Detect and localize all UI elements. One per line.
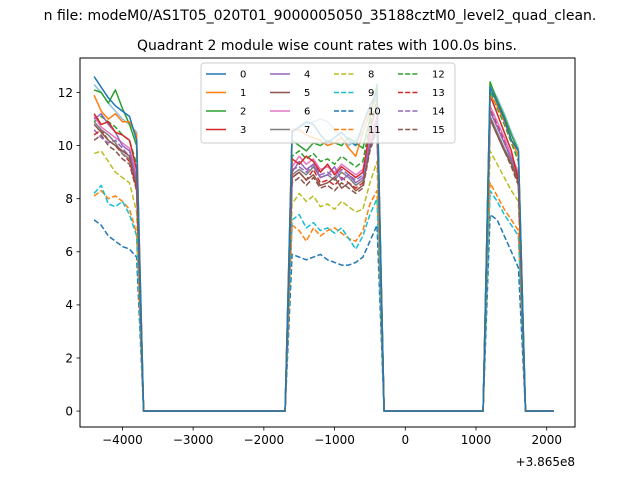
legend-label-7: 7 — [304, 125, 310, 136]
series-line-14 — [93, 110, 554, 412]
legend-label-12: 12 — [432, 70, 445, 81]
y-tick-label: 8 — [65, 192, 73, 206]
x-tick-label: −4000 — [102, 433, 143, 447]
legend-label-4: 4 — [304, 70, 310, 81]
y-axis: 0 2 4 6 8 10 12 — [58, 86, 80, 418]
figure-suptitle: n file: modeM0/AS1T05_020T01_9000005050_… — [44, 8, 597, 24]
legend-label-14: 14 — [432, 107, 445, 118]
x-tick-label: 1000 — [461, 433, 492, 447]
legend-label-6: 6 — [304, 107, 310, 118]
y-tick-label: 0 — [65, 404, 73, 418]
legend-label-15: 15 — [432, 125, 445, 136]
legend-label-1: 1 — [240, 88, 246, 99]
x-axis: −4000 −3000 −2000 −1000 0 1000 2000 — [102, 427, 562, 447]
legend-label-13: 13 — [432, 88, 445, 99]
legend-label-0: 0 — [240, 70, 246, 81]
y-tick-label: 2 — [65, 351, 73, 365]
legend-label-5: 5 — [304, 88, 310, 99]
x-tick-label: −2000 — [244, 433, 285, 447]
x-tick-label: 2000 — [531, 433, 562, 447]
axes-frame — [79, 57, 576, 428]
legend-label-9: 9 — [368, 88, 374, 99]
y-tick-label: 10 — [58, 139, 73, 153]
y-tick-label: 4 — [65, 298, 73, 312]
legend-label-10: 10 — [368, 107, 381, 118]
legend-box — [200, 62, 456, 144]
legend-label-2: 2 — [240, 107, 246, 118]
x-tick-label: 0 — [401, 433, 409, 447]
x-tick-label: −3000 — [173, 433, 214, 447]
legend-label-8: 8 — [368, 70, 374, 81]
chart-title: Quadrant 2 module wise count rates with … — [137, 38, 517, 54]
x-tick-label: −1000 — [314, 433, 355, 447]
y-tick-label: 12 — [58, 86, 73, 100]
y-tick-label: 6 — [65, 245, 73, 259]
legend-label-11: 11 — [368, 125, 381, 136]
series-line-8 — [93, 150, 554, 412]
legend-label-3: 3 — [240, 125, 246, 136]
x-axis-offset-label: +3.865e8 — [516, 455, 575, 469]
